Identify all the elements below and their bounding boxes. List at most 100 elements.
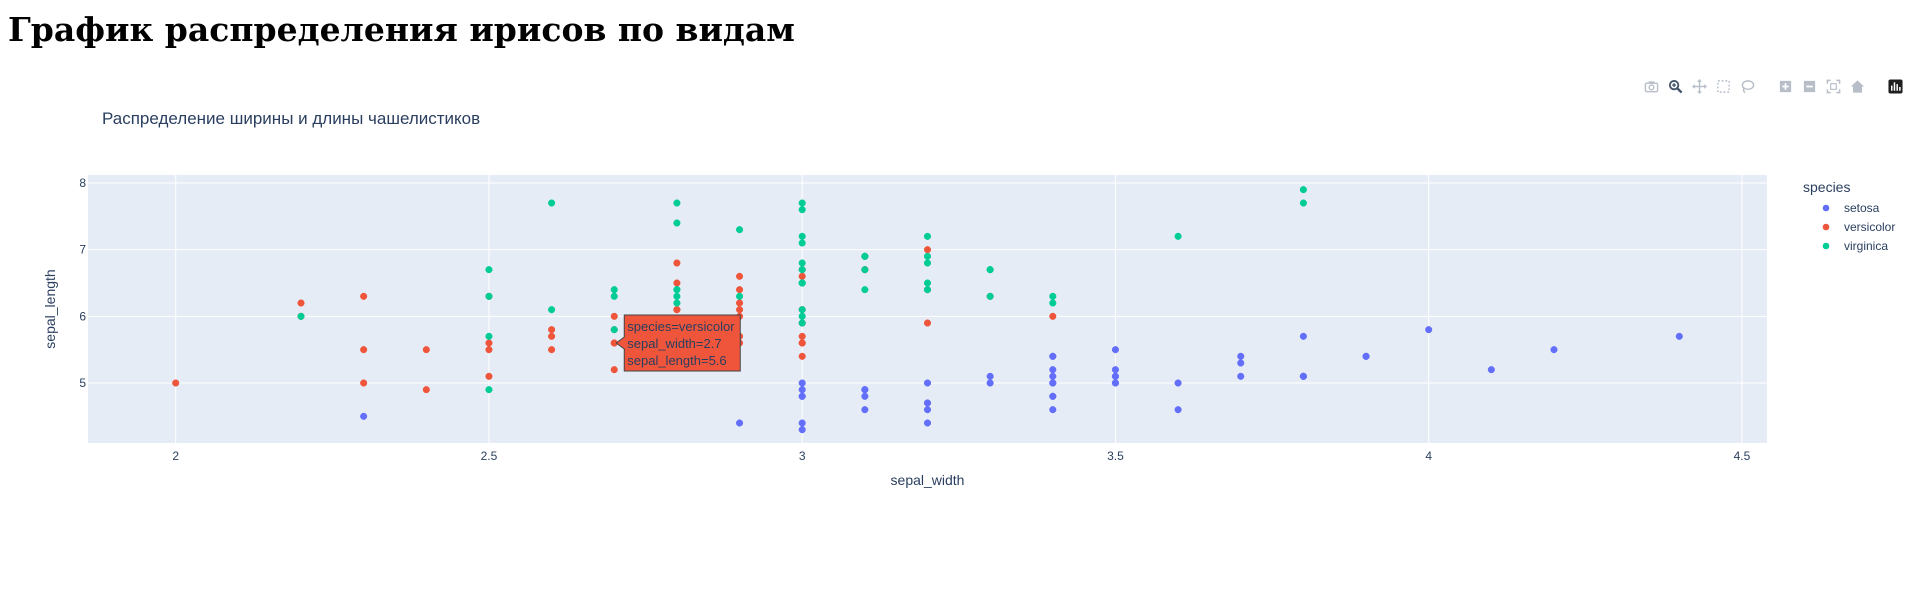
data-point-versicolor[interactable] (610, 366, 618, 374)
data-point-virginica[interactable] (923, 279, 932, 287)
data-point-setosa[interactable] (360, 412, 368, 420)
data-point-setosa[interactable] (1049, 392, 1057, 400)
data-point-setosa[interactable] (1425, 326, 1433, 334)
autoscale-icon[interactable] (1821, 76, 1845, 96)
data-point-versicolor[interactable] (485, 339, 493, 347)
data-point-virginica[interactable] (798, 259, 806, 267)
data-point-setosa[interactable] (1049, 379, 1057, 387)
data-point-virginica[interactable] (673, 219, 681, 227)
data-point-setosa[interactable] (1174, 379, 1182, 387)
data-point-virginica[interactable] (798, 306, 806, 314)
data-point-setosa[interactable] (1362, 352, 1370, 360)
data-point-virginica[interactable] (548, 306, 556, 314)
data-point-versicolor[interactable] (923, 319, 932, 327)
data-point-setosa[interactable] (1237, 372, 1245, 380)
data-point-virginica[interactable] (798, 206, 806, 214)
data-point-virginica[interactable] (861, 266, 869, 274)
data-point-versicolor[interactable] (422, 346, 430, 354)
data-point-versicolor[interactable] (610, 312, 618, 320)
data-point-setosa[interactable] (1487, 366, 1495, 374)
data-point-versicolor[interactable] (736, 286, 744, 294)
data-point-versicolor[interactable] (736, 306, 744, 314)
data-point-virginica[interactable] (673, 286, 681, 294)
data-point-versicolor[interactable] (673, 259, 681, 267)
data-point-setosa[interactable] (923, 399, 932, 407)
data-point-virginica[interactable] (798, 266, 806, 274)
data-point-virginica[interactable] (798, 232, 806, 240)
data-point-setosa[interactable] (923, 406, 932, 414)
data-point-virginica[interactable] (1299, 199, 1307, 207)
data-point-setosa[interactable] (1299, 332, 1307, 340)
data-point-virginica[interactable] (297, 312, 305, 320)
zoom-icon[interactable] (1663, 76, 1687, 96)
data-point-setosa[interactable] (923, 419, 932, 427)
data-point-setosa[interactable] (798, 379, 806, 387)
data-point-virginica[interactable] (923, 232, 932, 240)
data-point-virginica[interactable] (485, 292, 493, 300)
data-point-virginica[interactable] (861, 252, 869, 260)
data-point-setosa[interactable] (1049, 372, 1057, 380)
data-point-virginica[interactable] (986, 266, 994, 274)
data-point-virginica[interactable] (485, 332, 493, 340)
data-point-versicolor[interactable] (736, 299, 744, 307)
data-point-virginica[interactable] (1174, 232, 1182, 240)
data-point-setosa[interactable] (861, 406, 869, 414)
data-point-setosa[interactable] (1111, 366, 1119, 374)
data-point-setosa[interactable] (1049, 366, 1057, 374)
data-point-setosa[interactable] (798, 392, 806, 400)
data-point-virginica[interactable] (798, 312, 806, 320)
data-point-setosa[interactable] (798, 426, 806, 434)
data-point-versicolor[interactable] (360, 346, 368, 354)
data-point-versicolor[interactable] (548, 326, 556, 334)
data-point-versicolor[interactable] (736, 272, 744, 280)
data-point-virginica[interactable] (673, 199, 681, 207)
data-point-versicolor[interactable] (485, 346, 493, 354)
zoom-out-icon[interactable] (1797, 76, 1821, 96)
data-point-setosa[interactable] (1174, 406, 1182, 414)
data-point-versicolor[interactable] (172, 379, 180, 387)
data-point-virginica[interactable] (548, 199, 556, 207)
data-point-setosa[interactable] (923, 379, 932, 387)
data-point-setosa[interactable] (861, 386, 869, 394)
data-point-virginica[interactable] (798, 279, 806, 287)
data-point-versicolor[interactable] (548, 346, 556, 354)
data-point-versicolor[interactable] (422, 386, 430, 394)
data-point-virginica[interactable] (986, 292, 994, 300)
data-point-setosa[interactable] (798, 419, 806, 427)
legend-item-virginica[interactable]: virginica (1822, 239, 1889, 253)
legend-item-setosa[interactable]: setosa (1822, 201, 1880, 215)
data-point-virginica[interactable] (798, 199, 806, 207)
data-point-virginica[interactable] (485, 386, 493, 394)
data-point-setosa[interactable] (1550, 346, 1558, 354)
data-point-virginica[interactable] (923, 286, 932, 294)
data-point-setosa[interactable] (1049, 352, 1057, 360)
data-point-versicolor[interactable] (548, 332, 556, 340)
data-point-versicolor[interactable] (297, 299, 305, 307)
data-point-setosa[interactable] (1111, 372, 1119, 380)
data-point-setosa[interactable] (1049, 406, 1057, 414)
legend-item-versicolor[interactable]: versicolor (1822, 220, 1896, 234)
data-point-virginica[interactable] (485, 266, 493, 274)
data-point-virginica[interactable] (861, 286, 869, 294)
data-point-virginica[interactable] (610, 286, 618, 294)
data-point-versicolor[interactable] (923, 246, 932, 254)
data-point-virginica[interactable] (1049, 299, 1057, 307)
data-point-setosa[interactable] (1111, 346, 1119, 354)
camera-icon[interactable] (1639, 76, 1663, 96)
data-point-virginica[interactable] (1049, 292, 1057, 300)
data-point-virginica[interactable] (1299, 186, 1307, 194)
data-point-setosa[interactable] (861, 392, 869, 400)
data-point-virginica[interactable] (673, 292, 681, 300)
data-point-virginica[interactable] (923, 259, 932, 267)
data-point-virginica[interactable] (798, 239, 806, 247)
plotly-logo-icon[interactable] (1883, 76, 1907, 96)
data-point-virginica[interactable] (736, 226, 744, 234)
data-point-setosa[interactable] (1237, 359, 1245, 367)
plot-area[interactable] (88, 175, 1767, 443)
data-point-virginica[interactable] (673, 299, 681, 307)
data-point-setosa[interactable] (736, 419, 744, 427)
data-point-setosa[interactable] (986, 372, 994, 380)
data-point-virginica[interactable] (610, 326, 618, 334)
lasso-select-icon[interactable] (1735, 76, 1759, 96)
data-point-virginica[interactable] (736, 292, 744, 300)
